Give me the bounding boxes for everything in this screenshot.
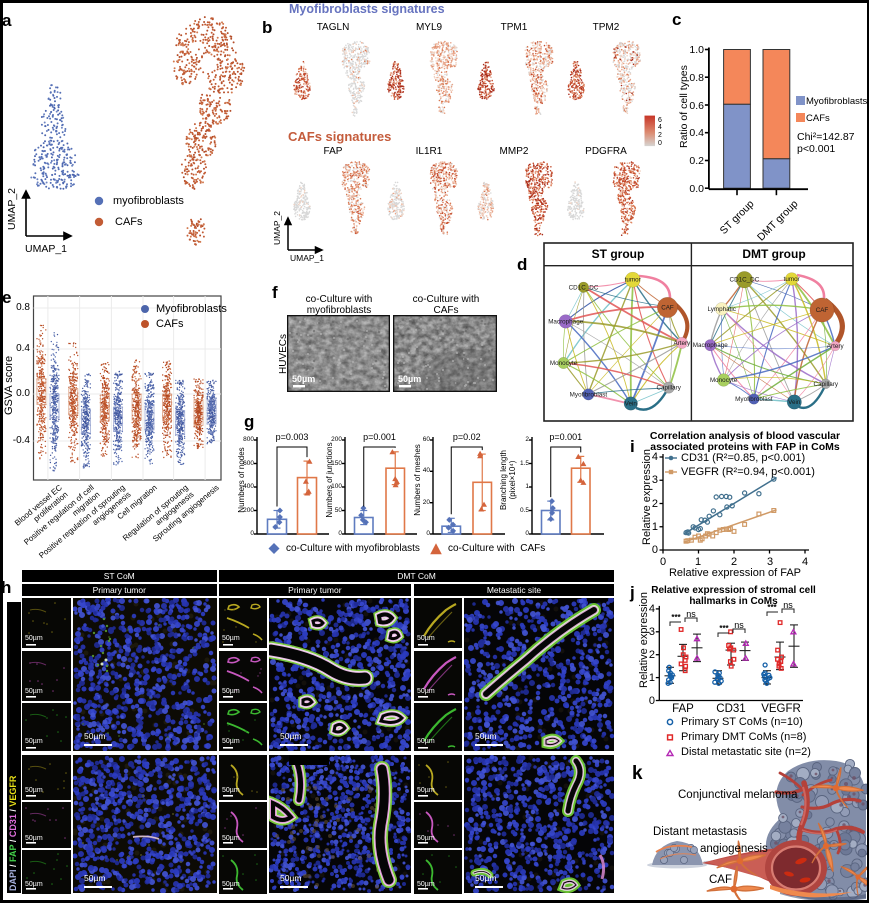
svg-text:Lymphatic: Lymphatic: [707, 306, 735, 313]
svg-text:50µm: 50µm: [475, 873, 496, 883]
svg-text:***: ***: [719, 624, 729, 633]
svg-text:Monocyte: Monocyte: [550, 360, 578, 367]
svg-text:50µm: 50µm: [25, 635, 43, 642]
svg-text:50µm: 50µm: [25, 688, 43, 695]
svg-text:50µm: 50µm: [222, 881, 240, 888]
svg-text:50µm: 50µm: [280, 873, 301, 883]
svg-text:50µm: 50µm: [25, 835, 43, 842]
svg-text:tumor: tumor: [625, 277, 641, 284]
svg-text:50µm: 50µm: [417, 738, 435, 745]
svg-text:50µm: 50µm: [417, 881, 435, 888]
svg-text:50µm: 50µm: [84, 731, 105, 741]
svg-text:50µm: 50µm: [222, 635, 240, 642]
svg-text:CAF: CAF: [661, 304, 674, 311]
svg-text:50µm: 50µm: [398, 374, 421, 384]
svg-text:50µm: 50µm: [417, 835, 435, 842]
svg-text:Vein: Vein: [625, 401, 638, 408]
svg-text:50µm: 50µm: [222, 688, 240, 695]
svg-text:50µm: 50µm: [222, 787, 240, 794]
svg-text:50µm: 50µm: [222, 738, 240, 745]
svg-text:50µm: 50µm: [84, 873, 105, 883]
svg-text:50µm: 50µm: [417, 635, 435, 642]
svg-text:Macrophage: Macrophage: [693, 342, 729, 349]
svg-text:Artery: Artery: [827, 343, 845, 350]
svg-text:50µm: 50µm: [25, 881, 43, 888]
svg-text:ns: ns: [686, 609, 696, 619]
svg-text:CD1C_DC: CD1C_DC: [730, 277, 760, 284]
svg-text:50µm: 50µm: [475, 731, 496, 741]
svg-text:Capillary: Capillary: [814, 381, 839, 388]
svg-text:***: ***: [671, 613, 681, 622]
svg-text:CD1C_DC: CD1C_DC: [569, 284, 599, 291]
svg-text:50µm: 50µm: [25, 738, 43, 745]
svg-text:Vein: Vein: [788, 399, 801, 406]
svg-text:ns: ns: [734, 620, 744, 630]
svg-text:Monocyte: Monocyte: [710, 377, 738, 384]
svg-text:Artery: Artery: [674, 340, 692, 347]
svg-text:***: ***: [767, 603, 777, 612]
svg-text:Myofibroblast: Myofibroblast: [735, 396, 773, 403]
svg-text:tumor: tumor: [784, 276, 800, 283]
svg-text:Myofibroblast: Myofibroblast: [570, 391, 608, 398]
svg-text:ns: ns: [783, 600, 793, 610]
svg-text:50µm: 50µm: [25, 787, 43, 794]
svg-text:Macrophage: Macrophage: [548, 318, 584, 325]
svg-text:50µm: 50µm: [417, 787, 435, 794]
svg-text:Capillary: Capillary: [656, 385, 681, 392]
svg-text:50µm: 50µm: [222, 835, 240, 842]
svg-text:50µm: 50µm: [280, 731, 301, 741]
svg-text:50µm: 50µm: [292, 374, 315, 384]
svg-text:CAF: CAF: [816, 307, 829, 314]
svg-text:50µm: 50µm: [417, 688, 435, 695]
